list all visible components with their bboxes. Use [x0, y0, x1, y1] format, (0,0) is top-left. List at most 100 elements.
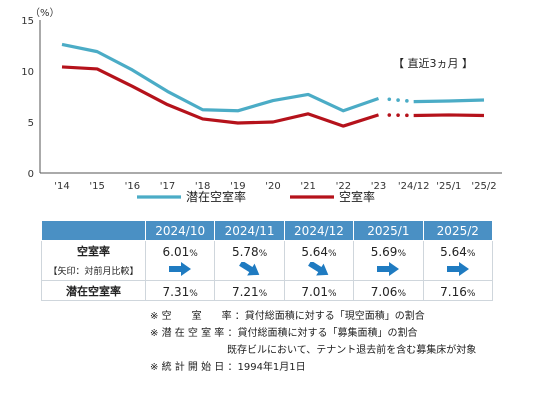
series-line-vacancy — [61, 65, 379, 128]
trend-arrow-icon — [168, 261, 192, 276]
recent-three-months-label: 【 直近3ヵ月 】 — [393, 56, 473, 70]
percent-unit: % — [189, 249, 198, 259]
x-tick-label: '16 — [125, 181, 140, 192]
series-connector-dot — [387, 113, 392, 117]
note-mark: ※ — [150, 362, 159, 373]
arrow-row: 【矢印：対前月比較】 — [41, 260, 494, 281]
x-tick-label: '25/1 — [436, 181, 461, 192]
percent-unit: % — [258, 289, 268, 299]
y-axis-unit-label: （%） — [30, 7, 60, 19]
percent-unit: % — [397, 289, 406, 299]
vacancy-row: 空室率 6.01% 5.78% 5.64% 5.69% 5.64% — [41, 240, 494, 260]
trend-arrow-icon — [446, 261, 470, 276]
x-tick-label: '21 — [300, 181, 315, 192]
vacancy-cell: 6.01% — [144, 240, 216, 260]
vacancy-cell: 5.64% — [422, 240, 494, 260]
percent-unit: % — [397, 249, 406, 259]
footnote-potential: ※ 潜 在 空 室 率 ：貸付総面積に対する「募集面積」の割合 — [150, 325, 476, 342]
footnote-start-date: ※ 統 計 開 始 日 ：1994年1月1日 — [150, 359, 476, 376]
arrow-cell — [144, 260, 216, 281]
month-header: 2025/2 — [422, 220, 494, 241]
potential-value: 7.16 — [440, 285, 467, 299]
note-text: ：貸付総面積に対する「募集面積」の割合 — [227, 328, 418, 339]
vacancy-value: 5.69 — [370, 245, 398, 259]
note-text: ：1994年1月1日 — [227, 362, 306, 373]
potential-cell: 7.31% — [144, 280, 216, 301]
x-tick-label: '25/2 — [471, 181, 496, 192]
arrow-cell — [353, 260, 424, 281]
footnote-vacancy: ※ 空 室 率 ：貸付総面積に対する「現空面積」の割合 — [150, 308, 476, 325]
note-term: 空 室 率 — [161, 311, 232, 322]
vacancy-cell: 5.78% — [214, 240, 285, 260]
footnotes: ※ 空 室 率 ：貸付総面積に対する「現空面積」の割合 ※ 潜 在 空 室 率 … — [150, 308, 476, 376]
note-term: 潜 在 空 室 率 — [161, 328, 225, 339]
vacancy-value: 5.64 — [440, 245, 467, 259]
y-tick-label: 5 — [28, 118, 34, 129]
trend-arrow-icon — [376, 261, 400, 276]
footnote-potential-detail: 既存ビルにおいて、テナント退去前を含む募集床が対象 — [150, 342, 476, 359]
percent-unit: % — [328, 289, 337, 299]
trend-arrow-icon — [307, 260, 331, 275]
potential-value: 7.21 — [231, 285, 259, 299]
arrow-cell — [283, 260, 355, 281]
vacancy-line-chart: （%） 0 5 10 15 '14 '15 '16 '17 '18 '19 '20 '21 '22 '2… — [21, 7, 502, 204]
vacancy-value: 5.64 — [301, 245, 329, 259]
vacancy-cell: 5.69% — [353, 240, 424, 260]
series-line-recent — [413, 98, 485, 104]
arrow-row-label: 【矢印：対前月比較】 — [41, 260, 146, 281]
legend-label: 潜在空室率 — [186, 189, 246, 204]
legend-label: 空室率 — [339, 189, 375, 204]
table-corner-cell — [41, 220, 146, 241]
percent-unit: % — [189, 289, 198, 299]
month-header: 2024/12 — [283, 220, 355, 241]
vacancy-value: 6.01 — [162, 245, 190, 259]
percent-unit: % — [258, 249, 268, 259]
series-connector-dot — [405, 113, 409, 118]
y-tick-label: 15 — [21, 16, 34, 27]
month-header: 2024/11 — [214, 220, 285, 241]
potential-value: 7.06 — [370, 285, 398, 299]
vacancy-row-label: 空室率 — [41, 240, 146, 260]
potential-cell: 7.21% — [214, 280, 285, 301]
vacancy-value: 5.78 — [231, 245, 259, 259]
x-tick-label: '14 — [54, 181, 69, 192]
note-text: 既存ビルにおいて、テナント退去前を含む募集床が対象 — [227, 345, 477, 356]
potential-cell: 7.01% — [283, 280, 355, 301]
trend-arrow-icon — [238, 260, 262, 275]
x-tick-label: '24/12 — [398, 181, 430, 192]
y-tick-label: 10 — [21, 67, 34, 78]
potential-row-label: 潜在空室率 — [41, 280, 146, 301]
series-connector-dot — [405, 99, 409, 103]
x-tick-label: '23 — [371, 181, 386, 192]
arrow-cell — [214, 260, 285, 281]
series-connector-dot — [387, 97, 392, 102]
x-tick-label: '20 — [265, 181, 280, 192]
x-tick-label: '22 — [336, 181, 351, 192]
month-header: 2024/10 — [144, 220, 216, 241]
y-tick-label: 0 — [28, 169, 34, 180]
percent-unit: % — [466, 249, 476, 259]
note-mark: ※ — [150, 311, 159, 322]
x-tick-label: '17 — [160, 181, 175, 192]
note-mark: ※ — [150, 328, 159, 339]
potential-vacancy-row: 潜在空室率 7.31% 7.21% 7.01% 7.06% 7.16% — [41, 280, 494, 301]
x-tick-label: '19 — [230, 181, 245, 192]
vacancy-summary-table: 2024/10 2024/11 2024/12 2025/1 2025/2 空室… — [41, 220, 494, 301]
percent-unit: % — [466, 289, 476, 299]
month-header: 2025/1 — [353, 220, 424, 241]
series-connector-dot — [396, 113, 400, 117]
table-header-row: 2024/10 2024/11 2024/12 2025/1 2025/2 — [41, 220, 494, 241]
x-tick-label: '18 — [195, 181, 210, 192]
series-line-potential-vacancy — [61, 42, 380, 113]
series-line-recent — [413, 113, 485, 118]
percent-unit: % — [328, 249, 337, 259]
potential-cell: 7.16% — [422, 280, 494, 301]
note-text: ：貸付総面積に対する「現空面積」の割合 — [234, 311, 425, 322]
potential-value: 7.01 — [301, 285, 329, 299]
arrow-cell — [422, 260, 494, 281]
potential-cell: 7.06% — [353, 280, 424, 301]
x-tick-label: '15 — [89, 181, 104, 192]
note-term: 統 計 開 始 日 — [161, 362, 225, 373]
potential-value: 7.31 — [162, 285, 190, 299]
vacancy-cell: 5.64% — [283, 240, 355, 260]
